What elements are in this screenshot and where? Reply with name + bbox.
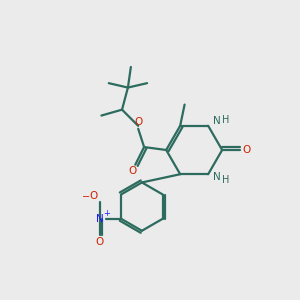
Text: N: N bbox=[96, 214, 104, 224]
Text: H: H bbox=[221, 115, 229, 125]
Text: −: − bbox=[82, 192, 90, 202]
Text: O: O bbox=[134, 117, 142, 127]
Text: N: N bbox=[212, 172, 220, 182]
Text: O: O bbox=[129, 166, 137, 176]
Text: O: O bbox=[242, 145, 251, 155]
Text: O: O bbox=[96, 237, 104, 247]
Text: +: + bbox=[103, 209, 110, 218]
Text: N: N bbox=[212, 116, 220, 126]
Text: H: H bbox=[221, 175, 229, 185]
Text: O: O bbox=[89, 191, 98, 201]
